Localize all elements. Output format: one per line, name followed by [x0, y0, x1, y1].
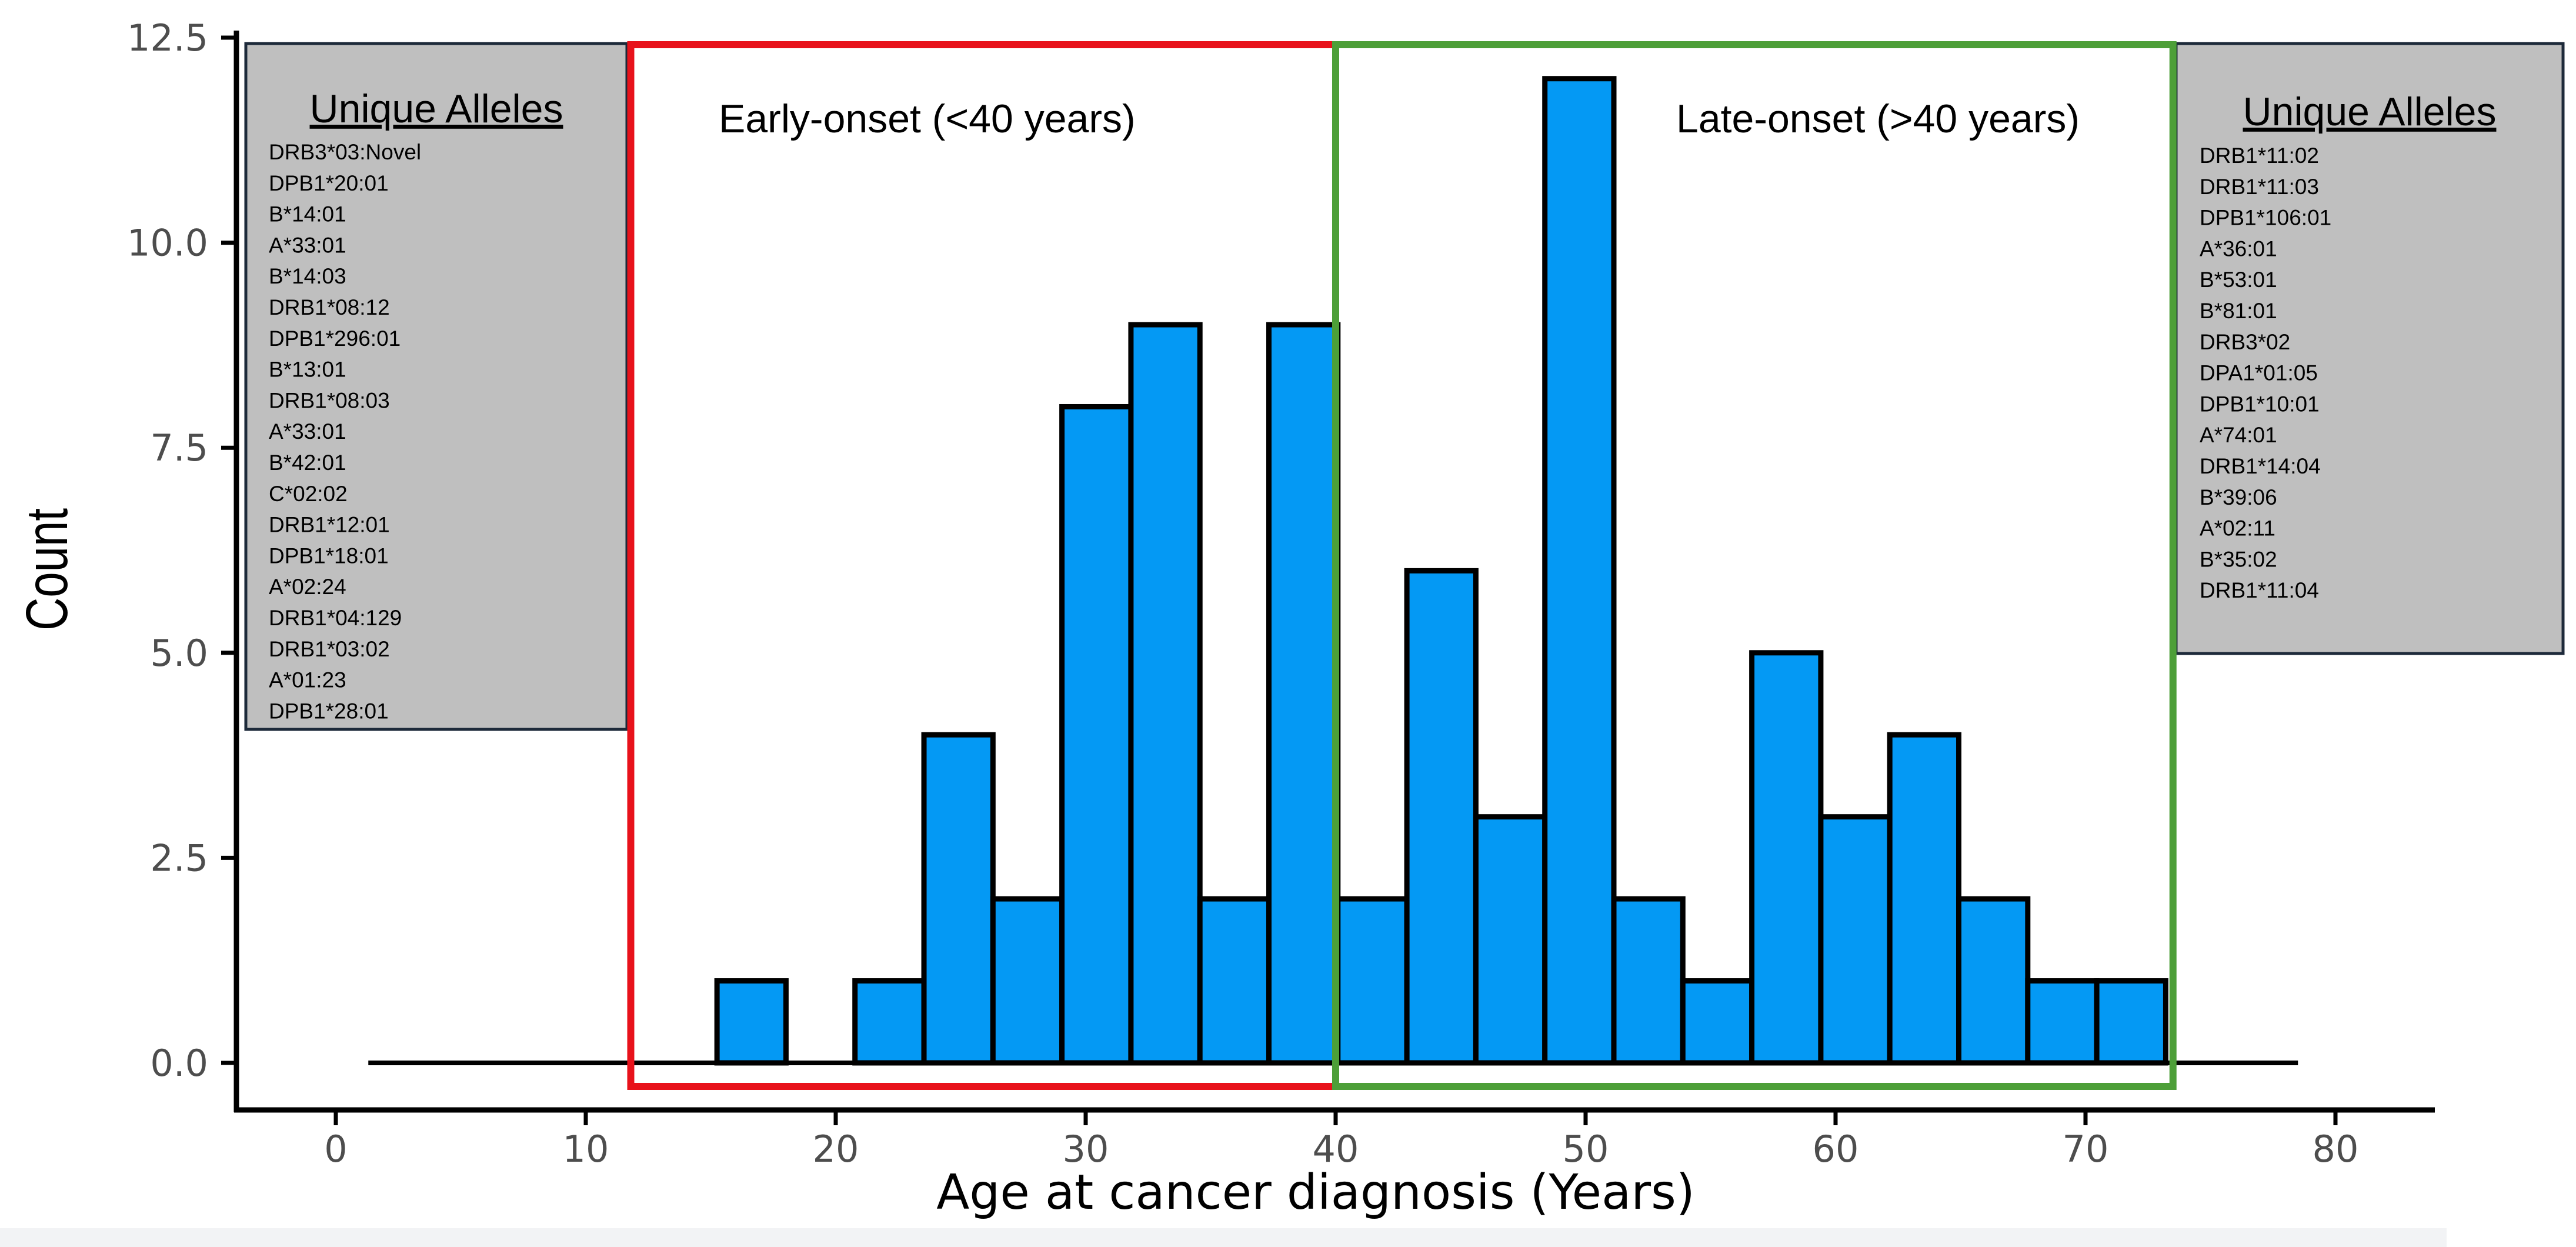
histogram-bar: [1266, 322, 1341, 1066]
histogram-bar: [1404, 568, 1479, 1066]
histogram-bar: [1887, 732, 1962, 1066]
x-tick-label: 10: [563, 1128, 609, 1171]
allele-item: DPB1*28:01: [269, 699, 389, 723]
histogram-bar: [1818, 814, 1893, 1066]
allele-item: DRB1*11:03: [2200, 175, 2319, 199]
allele-item: DPA1*01:05: [2200, 361, 2318, 385]
x-tick-label: 50: [1563, 1128, 1609, 1171]
allele-item: A*36:01: [2200, 236, 2277, 261]
histogram-bar: [1128, 322, 1203, 1066]
histogram-bar: [1197, 896, 1272, 1066]
late-onset-allele-box-title: Unique Alleles: [2243, 89, 2497, 134]
histogram-bar: [1335, 896, 1410, 1066]
allele-item: DRB1*11:04: [2200, 578, 2319, 602]
allele-item: B*81:01: [2200, 299, 2277, 323]
early-onset-label: Early-onset (<40 years): [719, 96, 1136, 141]
x-tick-label: 40: [1313, 1128, 1359, 1171]
allele-item: DRB1*08:12: [269, 295, 390, 319]
y-tick-label: 7.5: [150, 426, 208, 469]
y-tick-label: 5.0: [150, 632, 208, 675]
allele-item: DPB1*296:01: [269, 326, 401, 351]
histogram-bar: [852, 978, 927, 1066]
allele-item: B*42:01: [269, 451, 346, 475]
x-tick-label: 30: [1063, 1128, 1109, 1171]
allele-item: DRB1*14:04: [2200, 454, 2321, 478]
early-onset-allele-box: Unique Alleles DRB3*03:Novel DPB1*20:01 B*…: [244, 42, 629, 731]
x-tick-label: 20: [813, 1128, 859, 1171]
histogram-bar: [1611, 896, 1686, 1066]
histogram-bar: [1749, 650, 1824, 1066]
allele-item: DPB1*20:01: [269, 171, 389, 195]
allele-item: A*02:11: [2200, 516, 2275, 541]
y-tick-label: 10.0: [127, 222, 208, 265]
allele-item: A*33:01: [269, 233, 346, 257]
allele-item: DPB1*18:01: [269, 544, 389, 568]
late-onset-allele-box-background: [2174, 42, 2565, 655]
allele-item: DRB1*03:02: [269, 637, 390, 661]
allele-item: B*14:01: [269, 202, 346, 226]
histogram-bar: [714, 978, 789, 1066]
allele-item: DRB1*12:01: [269, 513, 390, 537]
y-tick-label: 0.0: [150, 1042, 208, 1085]
allele-item: DRB1*08:03: [269, 388, 390, 412]
allele-item: A*02:24: [269, 575, 346, 599]
histogram-bar: [1680, 978, 1755, 1066]
histogram-bar: [1059, 404, 1134, 1066]
x-tick-label: 0: [324, 1128, 347, 1171]
allele-item: B*35:02: [2200, 547, 2277, 571]
late-onset-allele-box: Unique Alleles DRB1*11:02 DRB1*11:03 DPB1*…: [2174, 42, 2565, 655]
late-onset-region-box: [1332, 41, 2177, 1090]
allele-item: C*02:02: [269, 482, 348, 506]
allele-item: B*53:01: [2200, 268, 2277, 292]
allele-item: DRB1*04:129: [269, 606, 402, 630]
y-axis-title: Count: [15, 508, 81, 631]
allele-item: B*13:01: [269, 358, 346, 382]
allele-item: DRB3*03:Novel: [269, 140, 421, 164]
y-tick-label: 2.5: [150, 836, 208, 879]
bottom-shadow-band: [0, 1228, 2447, 1247]
early-onset-allele-box-title: Unique Alleles: [310, 86, 563, 131]
allele-item: DPB1*10:01: [2200, 392, 2320, 416]
histogram-bar: [1542, 76, 1617, 1066]
early-onset-allele-list: DRB3*03:Novel DPB1*20:01 B*14:01 A*33:01 B*1…: [269, 140, 421, 723]
x-tick-label: 80: [2313, 1128, 2359, 1171]
x-tick-label: 60: [1813, 1128, 1859, 1171]
late-onset-allele-list: DRB1*11:02 DRB1*11:03 DPB1*106:01 A*36:01 B*…: [2200, 144, 2331, 602]
x-axis-title: Age at cancer diagnosis (Years): [936, 1165, 1695, 1221]
allele-item: A*01:23: [269, 668, 346, 692]
histogram-bar: [1956, 896, 2031, 1066]
allele-item: DPB1*106:01: [2200, 206, 2331, 230]
allele-item: B*14:03: [269, 264, 346, 288]
x-tick-label: 70: [2063, 1128, 2109, 1171]
y-tick-label: 12.5: [127, 16, 208, 59]
allele-item: DRB1*11:02: [2200, 144, 2319, 168]
histogram-bar: [2094, 978, 2168, 1066]
early-onset-allele-box-background: [244, 42, 629, 731]
axes: 0 10 20 30 40 50 60 70 80 0.0 2.5 5.0 7.5 10.0 12.5: [127, 16, 2435, 1171]
late-onset-label: Late-onset (>40 years): [1676, 96, 2080, 141]
histogram-bar: [921, 732, 996, 1066]
allele-item: A*33:01: [269, 419, 346, 444]
allele-item: B*39:06: [2200, 485, 2277, 509]
histogram-bar: [2025, 978, 2100, 1066]
onset-regions: [627, 41, 2177, 1090]
allele-item: DRB3*02: [2200, 330, 2290, 354]
allele-item: A*74:01: [2200, 423, 2277, 447]
histogram-bar: [990, 896, 1065, 1066]
histogram-bar: [1473, 814, 1548, 1066]
